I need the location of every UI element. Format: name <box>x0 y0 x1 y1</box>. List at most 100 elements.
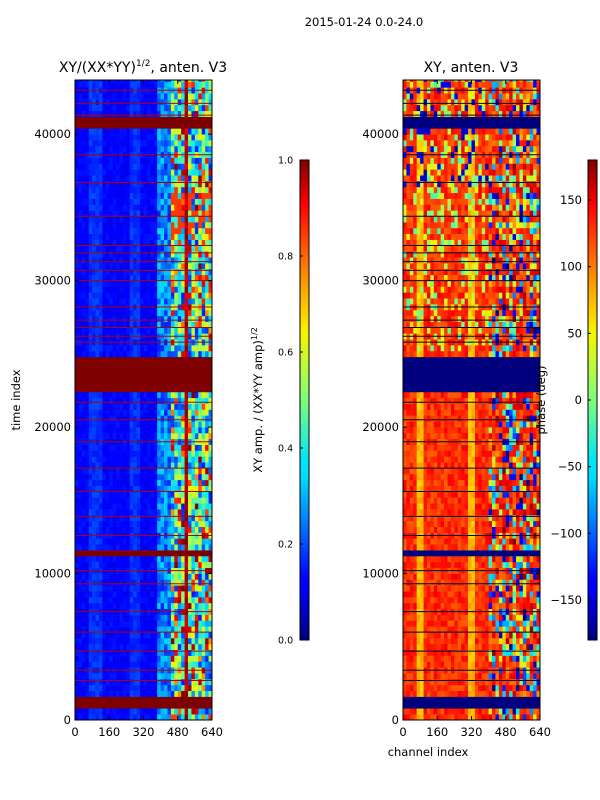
amplitude-cell <box>85 620 89 627</box>
amplitude-cell <box>184 128 189 135</box>
amplitude-cell <box>85 591 89 598</box>
amplitude-cell <box>205 327 209 334</box>
amplitude-cell <box>136 198 141 205</box>
phase-cell <box>498 684 503 692</box>
phase-cell <box>461 708 465 715</box>
amplitude-cell <box>191 561 196 568</box>
amplitude-cell <box>102 257 107 264</box>
amplitude-cell <box>95 134 100 141</box>
amplitude-cell <box>140 462 144 469</box>
amplitude-cell <box>184 403 189 410</box>
amplitude-cell <box>116 268 120 276</box>
amplitude-cell <box>150 327 155 334</box>
amplitude-cell <box>122 503 127 510</box>
amplitude-cell <box>81 509 86 516</box>
amplitude-cell <box>105 643 110 651</box>
phase-cell <box>502 637 507 645</box>
amplitude-cell <box>198 268 203 276</box>
amplitude-cell <box>143 643 148 651</box>
phase-cell <box>450 579 455 586</box>
amplitude-cell <box>194 204 199 211</box>
amplitude-cell <box>119 591 124 598</box>
amplitude-cell <box>109 80 113 82</box>
amplitude-cell <box>133 649 137 656</box>
amplitude-cell <box>78 602 83 609</box>
phase-cell <box>430 573 435 580</box>
phase-cell <box>430 585 435 592</box>
amplitude-cell <box>201 257 206 264</box>
amplitude-cell <box>177 456 182 463</box>
amplitude-cell <box>109 292 113 299</box>
amplitude-cell <box>167 579 172 586</box>
amplitude-cell <box>184 81 189 88</box>
phase-cell <box>505 620 510 627</box>
amplitude-cell <box>81 397 86 404</box>
amplitude-cell <box>146 280 151 287</box>
phase-cell <box>457 661 462 668</box>
amplitude-cell <box>191 479 196 486</box>
phase-cell <box>495 637 500 645</box>
phase-cell <box>505 602 510 609</box>
amplitude-cell <box>75 643 79 651</box>
amplitude-cell <box>188 157 192 164</box>
amplitude-cell <box>75 555 79 563</box>
amplitude-cell <box>170 239 175 246</box>
amplitude-cell <box>133 128 137 135</box>
amplitude-cell <box>208 427 212 434</box>
amplitude-cell <box>184 714 189 720</box>
amplitude-cell <box>129 163 134 170</box>
amplitude-cell <box>85 181 89 188</box>
amplitude-cell <box>95 456 100 463</box>
phase-cell <box>526 614 531 621</box>
amplitude-cell <box>208 104 212 112</box>
amplitude-cell <box>102 432 107 440</box>
amplitude-cell <box>205 397 209 404</box>
amplitude-cell <box>177 503 182 510</box>
amplitude-cell <box>191 614 196 621</box>
amplitude-cell <box>92 456 96 463</box>
amplitude-cell <box>75 573 79 580</box>
amplitude-cell <box>170 245 175 252</box>
phase-cell <box>526 708 531 715</box>
phase-cell <box>471 655 476 662</box>
amplitude-cell <box>174 614 179 621</box>
phase-cell <box>440 614 445 621</box>
amplitude-cell <box>119 620 124 627</box>
phase-cell <box>403 579 407 586</box>
amplitude-cell <box>167 239 172 246</box>
amplitude-cell <box>177 432 182 440</box>
amplitude-cell <box>157 473 161 481</box>
amplitude-cell <box>191 514 196 522</box>
amplitude-cell <box>191 678 196 686</box>
amplitude-cell <box>126 134 131 141</box>
amplitude-cell <box>85 678 89 686</box>
amplitude-cell <box>181 239 185 246</box>
phase-cell <box>502 690 507 697</box>
amplitude-cell <box>157 345 161 352</box>
amplitude-cell <box>188 181 192 188</box>
amplitude-cell <box>92 655 96 662</box>
amplitude-cell <box>78 204 83 211</box>
amplitude-cell <box>122 327 127 334</box>
amplitude-cell <box>146 104 151 112</box>
phase-cell <box>420 643 424 651</box>
amplitude-cell <box>122 643 127 651</box>
amplitude-cell <box>157 596 161 604</box>
amplitude-cell <box>153 514 158 522</box>
amplitude-cell <box>150 620 155 627</box>
amplitude-cell <box>92 350 96 358</box>
amplitude-cell <box>98 169 103 176</box>
amplitude-cell <box>119 140 124 147</box>
amplitude-cell <box>116 626 120 633</box>
phase-cell <box>471 673 476 680</box>
amplitude-cell <box>78 479 83 486</box>
amplitude-cell <box>164 80 168 82</box>
amplitude-cell <box>157 128 161 135</box>
amplitude-cell <box>116 673 120 680</box>
amplitude-cell <box>201 128 206 135</box>
amplitude-cell <box>201 673 206 680</box>
amplitude-cell <box>102 473 107 481</box>
amplitude-cell <box>126 643 131 651</box>
amplitude-cell <box>201 192 206 199</box>
phase-cell <box>447 596 452 604</box>
